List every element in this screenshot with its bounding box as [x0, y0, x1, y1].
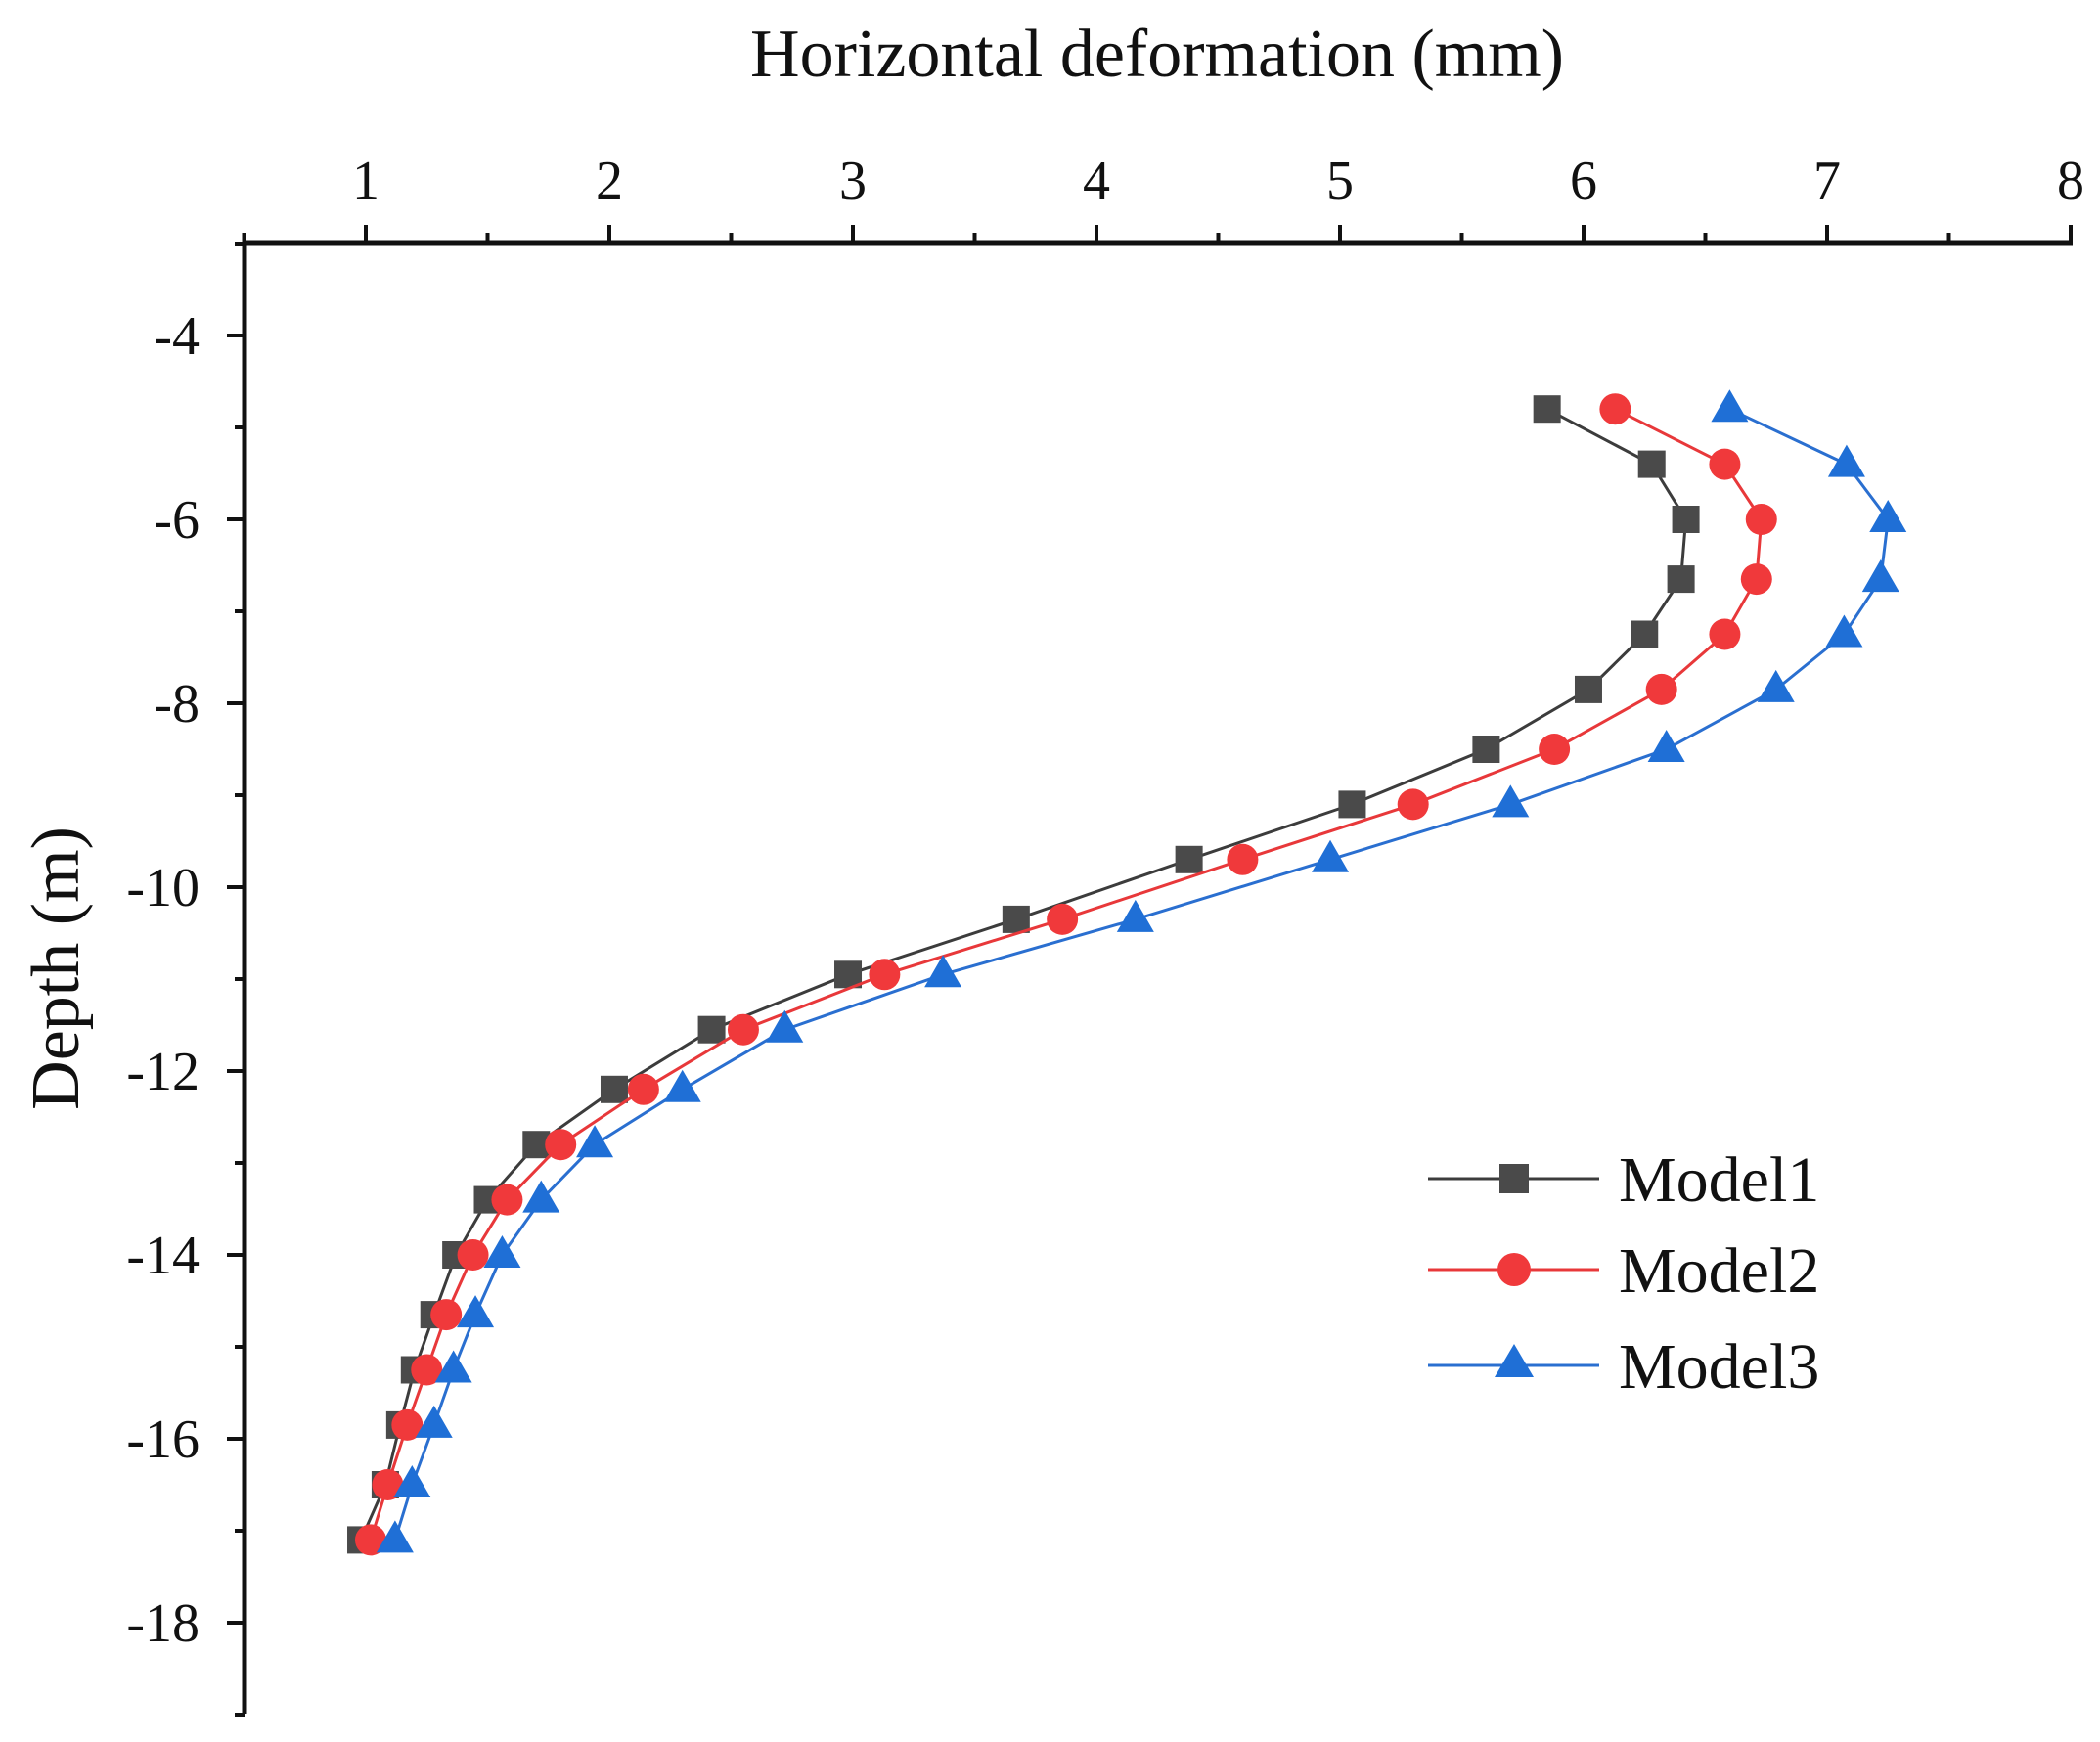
- data-point-model2: [391, 1408, 424, 1441]
- data-point-model2: [1047, 903, 1079, 935]
- series-layer: [347, 389, 1907, 1556]
- data-point-model2: [1539, 734, 1571, 765]
- data-point-model2: [457, 1239, 489, 1271]
- data-point-model3: [924, 955, 962, 988]
- y-tick-label: -16: [126, 1409, 200, 1470]
- data-point-model2: [1709, 448, 1741, 480]
- data-point-model1: [1574, 675, 1602, 703]
- data-point-model1: [1637, 450, 1666, 478]
- data-point-model2: [1397, 788, 1429, 821]
- data-point-model1: [600, 1075, 628, 1103]
- legend-marker-model1: [1499, 1164, 1529, 1193]
- series-model3: [376, 389, 1907, 1553]
- x-tick-label: 2: [596, 151, 623, 211]
- data-point-model2: [354, 1524, 386, 1556]
- data-point-model2: [1599, 393, 1631, 425]
- data-point-model2: [411, 1354, 443, 1386]
- x-tick-label: 7: [1813, 151, 1841, 211]
- data-point-model1: [1533, 395, 1561, 424]
- data-point-model3: [663, 1069, 701, 1102]
- legend-marker-model3: [1495, 1344, 1534, 1377]
- data-point-model3: [483, 1235, 521, 1268]
- data-point-model3: [1869, 500, 1907, 532]
- data-point-model2: [1740, 563, 1772, 596]
- data-point-model1: [1338, 790, 1366, 819]
- x-tick-label: 5: [1326, 151, 1354, 211]
- data-point-model3: [415, 1405, 453, 1438]
- data-point-model2: [1645, 673, 1677, 705]
- legend-label-model3: Model3: [1619, 1331, 1819, 1403]
- data-point-model2: [430, 1299, 463, 1331]
- y-tick-label: -8: [154, 674, 200, 735]
- x-axis-title: Horizontal deformation (mm): [750, 17, 1564, 92]
- y-tick-label: -6: [154, 490, 200, 551]
- y-axis-title: Depth (m): [19, 826, 94, 1110]
- data-point-model3: [1647, 730, 1685, 762]
- legend-label-model2: Model2: [1619, 1235, 1819, 1307]
- legend-label-model1: Model1: [1619, 1144, 1819, 1216]
- data-point-model3: [1757, 669, 1795, 702]
- data-point-model3: [1492, 784, 1530, 818]
- y-tick-label: -12: [126, 1042, 200, 1102]
- x-ticks: 1 2 3 4 5 6 7 8: [242, 151, 2084, 243]
- y-ticks: -4 -6 -8 -10 -12 -14 -16 -18: [126, 242, 245, 1717]
- data-point-model1: [1631, 620, 1659, 648]
- series-model2: [354, 393, 1777, 1556]
- legend-entry-model3: Model3: [1428, 1331, 1819, 1403]
- data-point-model2: [372, 1469, 404, 1500]
- legend: Model1 Model2 Model3: [1428, 1144, 1819, 1403]
- x-tick-label: 1: [352, 151, 380, 211]
- data-point-model3: [457, 1295, 495, 1328]
- x-tick-label: 6: [1570, 151, 1597, 211]
- data-point-model3: [434, 1350, 472, 1383]
- data-point-model1: [834, 960, 863, 989]
- data-point-model1: [697, 1015, 726, 1044]
- data-point-model1: [1175, 845, 1203, 873]
- data-point-model2: [545, 1129, 577, 1161]
- data-point-model2: [869, 959, 901, 991]
- data-point-model3: [393, 1465, 431, 1497]
- data-point-model3: [1116, 899, 1154, 932]
- legend-marker-model2: [1497, 1253, 1531, 1286]
- data-point-model2: [1227, 843, 1259, 875]
- data-point-model3: [376, 1520, 414, 1553]
- data-point-model3: [1312, 839, 1350, 872]
- data-point-model3: [1825, 614, 1863, 648]
- legend-entry-model2: Model2: [1428, 1235, 1819, 1307]
- data-point-model3: [576, 1125, 614, 1158]
- data-point-model2: [727, 1013, 759, 1046]
- x-tick-label: 8: [2057, 151, 2084, 211]
- data-point-model3: [1827, 444, 1865, 477]
- data-point-model2: [627, 1073, 659, 1105]
- y-tick-label: -4: [154, 306, 200, 367]
- data-point-model1: [1002, 905, 1030, 933]
- legend-entry-model1: Model1: [1428, 1144, 1819, 1216]
- data-point-model2: [1745, 504, 1777, 535]
- data-point-model3: [1711, 389, 1749, 423]
- data-point-model1: [1672, 506, 1700, 533]
- data-point-model1: [1667, 565, 1695, 594]
- y-tick-label: -10: [126, 858, 200, 918]
- data-point-model3: [522, 1180, 560, 1213]
- y-tick-label: -14: [126, 1226, 200, 1286]
- y-tick-label: -18: [126, 1593, 200, 1654]
- data-point-model3: [766, 1009, 804, 1043]
- data-point-model3: [1861, 559, 1899, 593]
- x-tick-label: 3: [839, 151, 867, 211]
- data-point-model2: [491, 1184, 523, 1216]
- x-tick-label: 4: [1083, 151, 1110, 211]
- data-point-model1: [1472, 736, 1500, 763]
- data-point-model2: [1709, 618, 1741, 650]
